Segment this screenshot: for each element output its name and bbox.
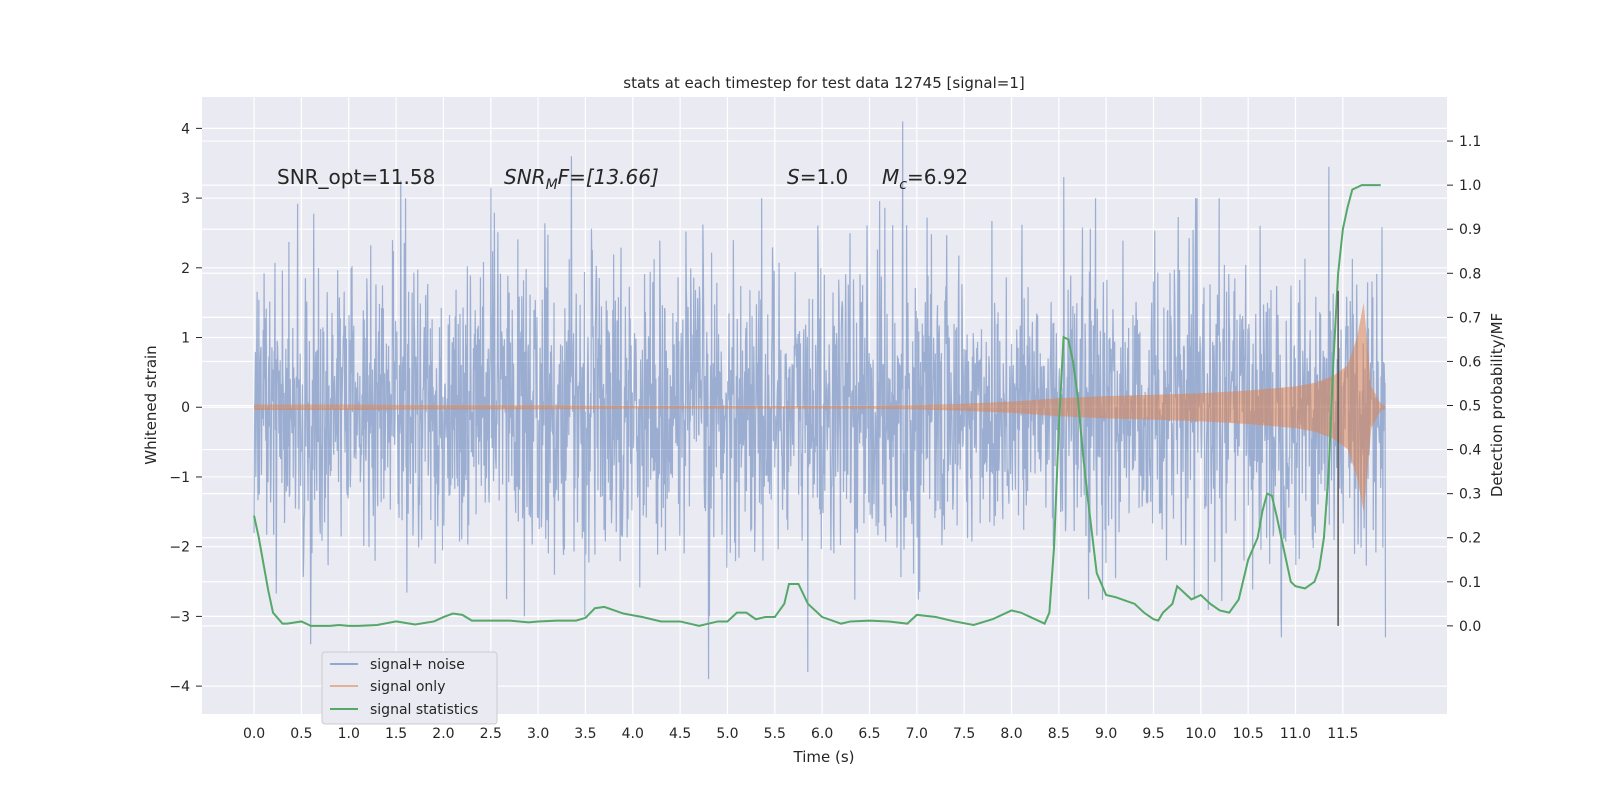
s-annotation: S=1.0 bbox=[787, 165, 848, 189]
legend-label-signal: signal only bbox=[370, 679, 445, 695]
signal-noise-line bbox=[253, 121, 1387, 680]
x-tick-label: 10.5 bbox=[1233, 726, 1264, 742]
legend-label-stats: signal statistics bbox=[370, 702, 478, 718]
y-tick-label-left: −3 bbox=[169, 609, 190, 625]
snr-mf-base: SNR bbox=[504, 165, 546, 189]
y-tick-label-left: 2 bbox=[181, 261, 190, 277]
x-tick-label: 4.5 bbox=[669, 726, 691, 742]
y-tick-label-right: 0.9 bbox=[1459, 222, 1481, 238]
x-tick-label: 8.0 bbox=[1000, 726, 1022, 742]
y-tick-label-right: 0.2 bbox=[1459, 531, 1481, 547]
chart-title: stats at each timestep for test data 127… bbox=[623, 74, 1024, 92]
signal-only-envelope bbox=[254, 302, 1386, 512]
x-tick-label: 7.0 bbox=[906, 726, 928, 742]
y-axis-label-right: Detection probability/MF bbox=[1488, 313, 1506, 497]
y-tick-label-left: 0 bbox=[181, 400, 190, 416]
x-tick-label: 10.0 bbox=[1185, 726, 1216, 742]
y-ticks-left: −4 −3 −2 −1 0 1 2 3 4 bbox=[169, 121, 202, 695]
x-tick-label: 2.5 bbox=[480, 726, 502, 742]
y-tick-label-right: 1.1 bbox=[1459, 134, 1481, 150]
y-ticks-right: 0.0 0.1 0.2 0.3 0.4 0.5 0.6 0.7 0.8 0.9 1.0 1.1 bbox=[1447, 134, 1481, 635]
x-tick-label: 0.5 bbox=[290, 726, 312, 742]
snr-mf-sub: M bbox=[546, 177, 558, 193]
snr-opt-annotation: SNR_opt=11.58 bbox=[277, 165, 435, 189]
x-tick-label: 2.0 bbox=[432, 726, 454, 742]
x-tick-label: 6.5 bbox=[858, 726, 880, 742]
x-tick-label: 4.0 bbox=[622, 726, 644, 742]
x-tick-label: 11.5 bbox=[1327, 726, 1358, 742]
x-tick-label: 7.5 bbox=[953, 726, 975, 742]
mc-sub: c bbox=[899, 177, 907, 193]
x-tick-label: 6.0 bbox=[811, 726, 833, 742]
y-tick-label-right: 0.8 bbox=[1459, 266, 1481, 282]
y-tick-label-left: −2 bbox=[169, 540, 190, 556]
y-tick-label-right: 0.3 bbox=[1459, 487, 1481, 503]
y-tick-label-left: −4 bbox=[169, 679, 190, 695]
signal-noise-series bbox=[253, 121, 1387, 680]
x-tick-label: 9.0 bbox=[1095, 726, 1117, 742]
s-var: S bbox=[787, 165, 800, 189]
signal-only-series bbox=[254, 302, 1386, 512]
mc-annotation: Mc=6.92 bbox=[882, 165, 968, 193]
s-value: =1.0 bbox=[800, 165, 849, 189]
x-axis-label: Time (s) bbox=[793, 748, 855, 766]
y-tick-label-right: 1.0 bbox=[1459, 178, 1481, 194]
y-tick-label-left: 3 bbox=[181, 191, 190, 207]
legend-box bbox=[321, 651, 498, 725]
y-tick-label-left: 1 bbox=[181, 331, 190, 347]
y-tick-label-right: 0.0 bbox=[1459, 619, 1481, 635]
x-ticks: 0.0 0.5 1.0 1.5 2.0 2.5 3.0 3.5 4.0 4.5 5.0 5.5 6.0 6… bbox=[243, 726, 1359, 742]
y-tick-label-right: 0.5 bbox=[1459, 399, 1481, 415]
x-tick-label: 5.0 bbox=[716, 726, 738, 742]
y-tick-label-left: 4 bbox=[181, 121, 190, 137]
x-tick-label: 1.5 bbox=[385, 726, 407, 742]
signal-statistics-line bbox=[253, 184, 1381, 627]
legend-label-noise: signal+ noise bbox=[370, 657, 465, 673]
y-tick-label-right: 0.1 bbox=[1459, 575, 1481, 591]
mc-var: M bbox=[882, 165, 899, 189]
y-tick-label-right: 0.6 bbox=[1459, 354, 1481, 370]
legend: signal+ noise signal only signal statist… bbox=[321, 651, 498, 725]
mc-value: =6.92 bbox=[907, 165, 968, 189]
y-axis-label-left: Whitened strain bbox=[142, 345, 160, 464]
y-tick-label-right: 0.7 bbox=[1459, 310, 1481, 326]
x-tick-label: 0.0 bbox=[243, 726, 265, 742]
snr-mf-annotation: SNRMF=[13.66] bbox=[504, 165, 659, 193]
snr-mf-rest: F=[13.66] bbox=[558, 165, 659, 189]
x-tick-label: 5.5 bbox=[764, 726, 786, 742]
x-tick-label: 1.0 bbox=[338, 726, 360, 742]
signal-statistics-series bbox=[253, 184, 1381, 627]
y-tick-label-left: −1 bbox=[169, 470, 190, 486]
x-tick-label: 11.0 bbox=[1280, 726, 1311, 742]
x-tick-label: 3.0 bbox=[527, 726, 549, 742]
y-tick-label-right: 0.4 bbox=[1459, 443, 1481, 459]
x-tick-label: 9.5 bbox=[1142, 726, 1164, 742]
x-tick-label: 3.5 bbox=[574, 726, 596, 742]
x-tick-label: 8.5 bbox=[1048, 726, 1070, 742]
